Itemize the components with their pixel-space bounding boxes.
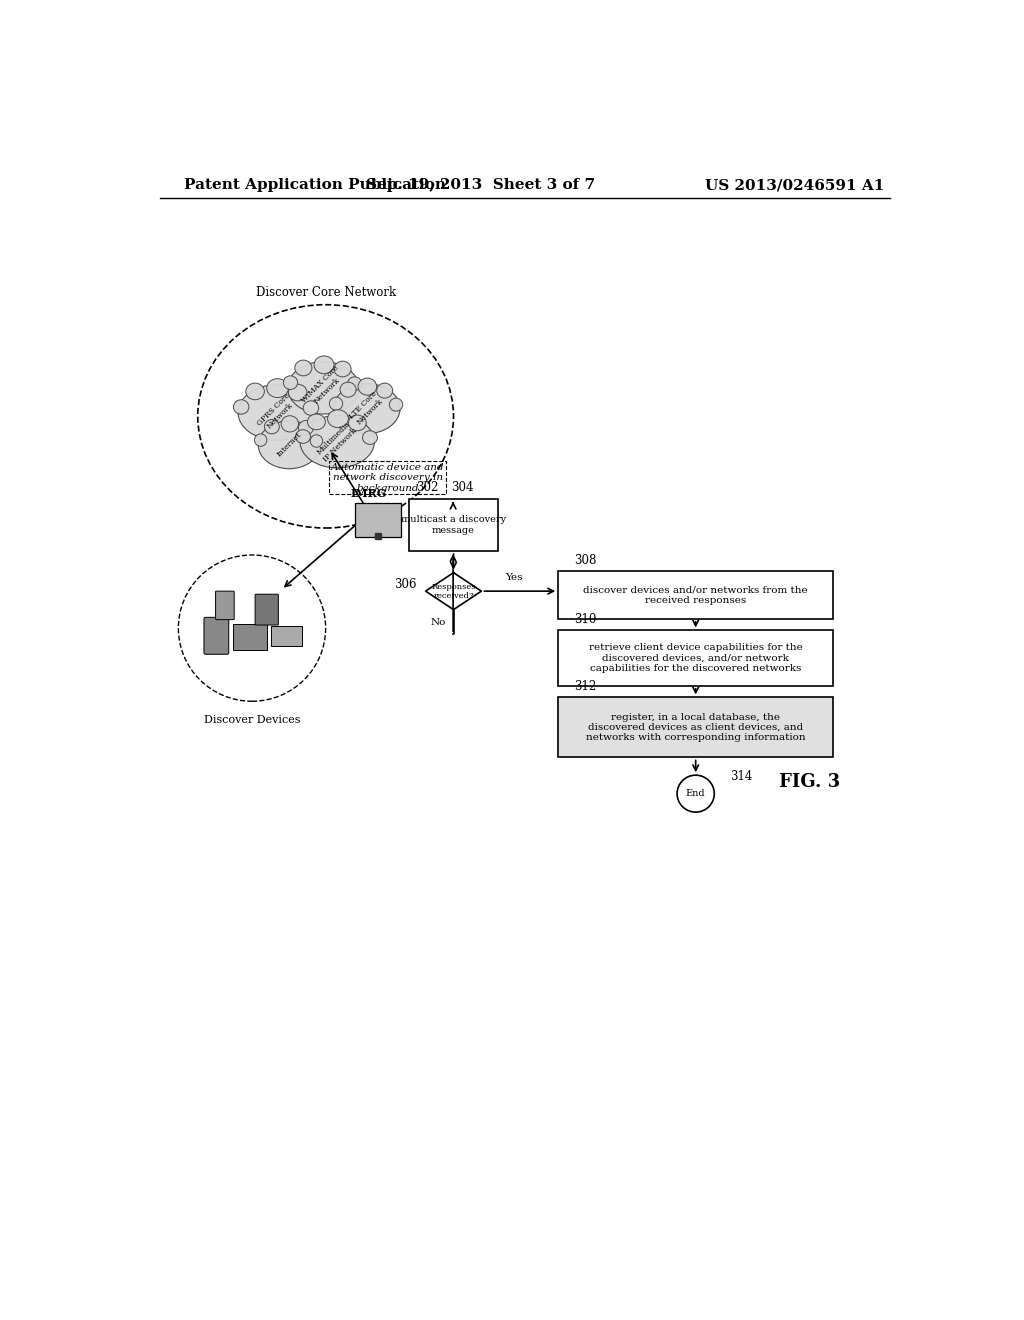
FancyBboxPatch shape — [558, 697, 834, 758]
Ellipse shape — [255, 434, 267, 446]
Text: Sep. 19, 2013  Sheet 3 of 7: Sep. 19, 2013 Sheet 3 of 7 — [366, 178, 595, 193]
Ellipse shape — [314, 356, 334, 374]
Text: US 2013/0246591 A1: US 2013/0246591 A1 — [705, 178, 884, 193]
Text: WiMAX Core
Network: WiMAX Core Network — [300, 364, 347, 412]
Text: Automatic device and
network discovery in
background: Automatic device and network discovery i… — [331, 463, 444, 492]
Text: LTE Core
Network: LTE Core Network — [348, 389, 385, 428]
Ellipse shape — [264, 420, 280, 434]
Text: Responses
received?: Responses received? — [431, 582, 476, 599]
Text: No: No — [430, 618, 445, 627]
Circle shape — [677, 775, 715, 812]
Polygon shape — [426, 573, 481, 610]
Text: 302: 302 — [417, 482, 438, 495]
Text: multicast a discovery
message: multicast a discovery message — [400, 515, 506, 535]
Ellipse shape — [295, 360, 312, 376]
Text: register, in a local database, the
discovered devices as client devices, and
net: register, in a local database, the disco… — [586, 713, 806, 742]
Text: Discover Core Network: Discover Core Network — [256, 285, 395, 298]
Ellipse shape — [299, 421, 313, 434]
FancyBboxPatch shape — [355, 503, 400, 537]
FancyBboxPatch shape — [255, 594, 279, 626]
Text: 312: 312 — [574, 680, 596, 693]
Ellipse shape — [238, 385, 315, 441]
Text: Patent Application Publication: Patent Application Publication — [183, 178, 445, 193]
Ellipse shape — [362, 430, 378, 445]
Text: 310: 310 — [574, 612, 596, 626]
Text: Internet: Internet — [275, 430, 303, 459]
Ellipse shape — [328, 409, 348, 428]
FancyBboxPatch shape — [558, 572, 834, 619]
Text: Multimedia
IP Network: Multimedia IP Network — [315, 420, 358, 463]
FancyBboxPatch shape — [204, 618, 228, 655]
Ellipse shape — [303, 401, 318, 416]
Text: discover devices and/or networks from the
received responses: discover devices and/or networks from th… — [584, 585, 808, 605]
Ellipse shape — [289, 384, 307, 401]
Ellipse shape — [284, 376, 298, 389]
FancyBboxPatch shape — [232, 624, 266, 651]
Text: End: End — [686, 789, 706, 799]
Text: 314: 314 — [730, 770, 753, 783]
Ellipse shape — [334, 362, 351, 378]
Ellipse shape — [358, 378, 377, 395]
Ellipse shape — [307, 414, 326, 430]
Ellipse shape — [266, 379, 289, 397]
Ellipse shape — [389, 399, 402, 411]
Ellipse shape — [330, 397, 343, 411]
Ellipse shape — [246, 383, 264, 400]
FancyBboxPatch shape — [409, 499, 498, 552]
Text: 308: 308 — [574, 553, 596, 566]
Ellipse shape — [310, 434, 323, 447]
Ellipse shape — [300, 416, 375, 469]
FancyBboxPatch shape — [558, 631, 834, 686]
Ellipse shape — [233, 400, 249, 414]
Ellipse shape — [377, 383, 392, 399]
Ellipse shape — [282, 416, 299, 432]
Ellipse shape — [340, 381, 356, 397]
Ellipse shape — [348, 414, 367, 430]
Ellipse shape — [288, 362, 359, 414]
Text: FIG. 3: FIG. 3 — [779, 774, 841, 791]
Text: Discover Devices: Discover Devices — [204, 715, 300, 725]
Text: GPRS Core
Network: GPRS Core Network — [256, 391, 298, 434]
Text: IMRG: IMRG — [350, 488, 386, 499]
FancyBboxPatch shape — [216, 591, 234, 619]
Text: Yes: Yes — [505, 573, 522, 582]
Text: 306: 306 — [394, 578, 417, 591]
Ellipse shape — [334, 384, 400, 434]
Ellipse shape — [258, 421, 321, 469]
Ellipse shape — [347, 378, 361, 391]
Ellipse shape — [296, 430, 310, 444]
Text: retrieve client device capabilities for the
discovered devices, and/or network
c: retrieve client device capabilities for … — [589, 643, 803, 673]
FancyBboxPatch shape — [270, 626, 302, 645]
Text: 304: 304 — [452, 480, 474, 494]
